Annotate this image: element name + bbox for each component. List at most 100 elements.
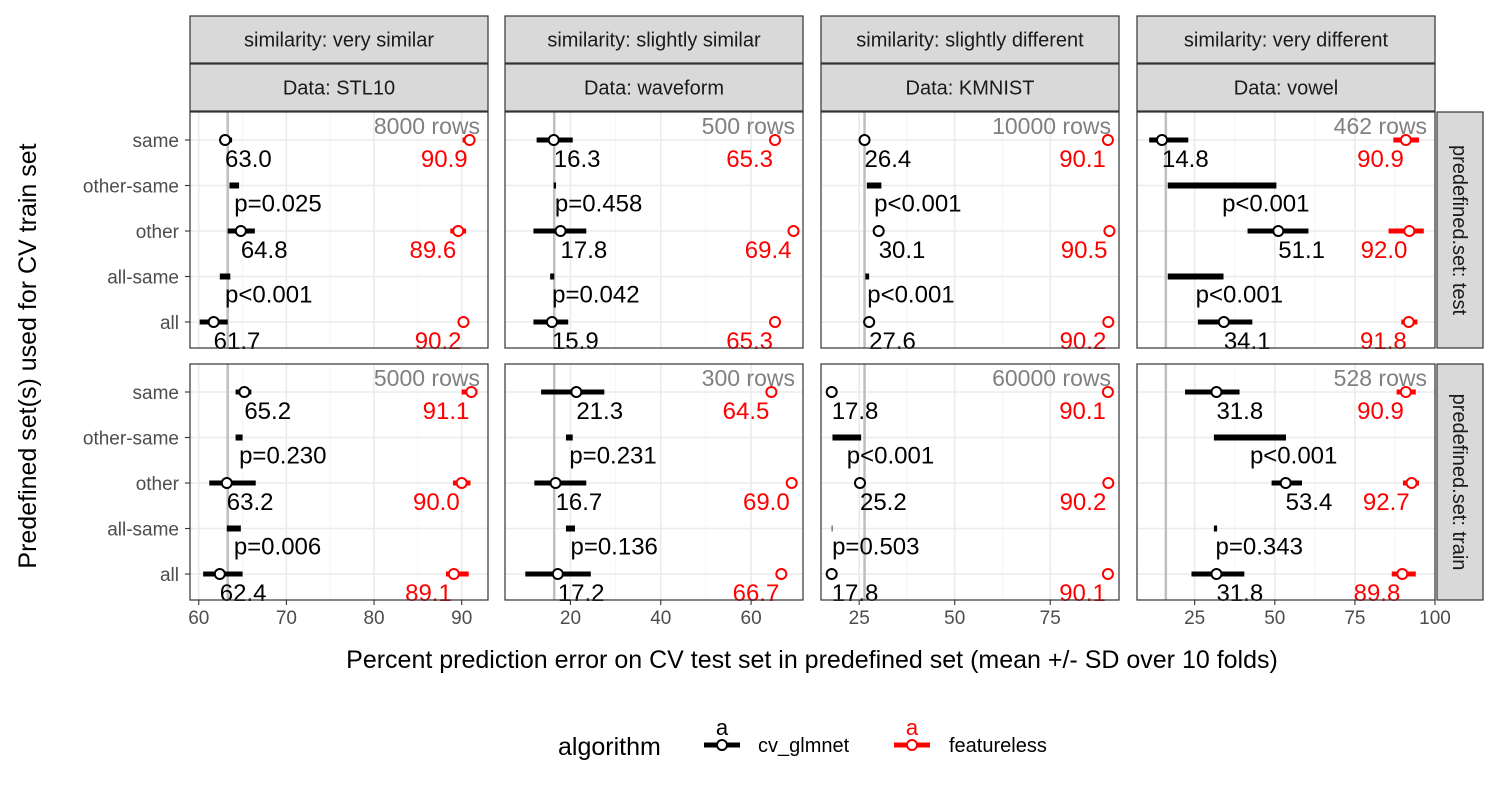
featureless-point-same <box>465 386 478 398</box>
row-strip-train: predefined.set: train <box>1436 363 1484 601</box>
featureless-value-label-same: 91.1 <box>423 398 470 425</box>
featureless-point-all <box>457 316 470 328</box>
glmnet-value-label-other: 30.1 <box>879 237 926 264</box>
panels-layer: similarity: very similar Data: STL10simil… <box>83 15 1484 629</box>
panel-train-kmnist: 60000 rows p<0.001 p=0.503 17.8 25.2 17.8 90.1… <box>820 363 1120 607</box>
panel-test-waveform: 500 rows p=0.458 p=0.042 16.3 17.8 15.9 65.3 69… <box>504 111 804 355</box>
glmnet-point-all <box>551 568 564 580</box>
featureless-value-label-all: 89.1 <box>405 580 452 607</box>
p-value-label-other-same: p=0.231 <box>569 443 656 470</box>
featureless-point-same <box>1399 134 1412 146</box>
featureless-point-other <box>1403 225 1416 237</box>
glmnet-point-all <box>1217 316 1230 328</box>
glmnet-value-label-same: 65.2 <box>244 398 291 425</box>
glmnet-value-label-all: 17.8 <box>832 580 879 607</box>
featureless-point-same <box>463 134 476 146</box>
featureless-value-label-all: 91.8 <box>1360 328 1407 355</box>
glmnet-point-same <box>570 386 583 398</box>
row-strip-test: predefined.set: test <box>1436 111 1484 349</box>
rows-count-label: 300 rows <box>702 365 795 391</box>
featureless-point-all <box>1396 568 1409 580</box>
glmnet-value-label-same: 17.8 <box>832 398 879 425</box>
data-strip-label: Data: KMNIST <box>906 78 1035 100</box>
glmnet-value-label-other: 51.1 <box>1278 237 1325 264</box>
glmnet-value-label-all: 27.6 <box>869 328 916 355</box>
glmnet-value-label-all: 61.7 <box>214 328 261 355</box>
glmnet-point-same <box>1155 134 1168 146</box>
featureless-point-same <box>765 386 778 398</box>
column-strip-stl10: similarity: very similar Data: STL10 <box>189 15 489 112</box>
panel-border <box>189 363 489 601</box>
legend-title: algorithm <box>558 733 661 761</box>
x-tick-label: 100 <box>1419 608 1451 629</box>
p-value-label-other-same: p=0.458 <box>555 191 642 218</box>
glmnet-point-other <box>872 225 885 237</box>
glmnet-point-same <box>1210 386 1223 398</box>
panel-train-stl10: 5000 rows p=0.230 p=0.006 65.2 63.2 62.4 91.1 9… <box>189 363 489 607</box>
legend: algorithm a cv_glmnet a featureless <box>558 715 1047 761</box>
glmnet-point-all <box>207 316 220 328</box>
featureless-value-label-other: 69.4 <box>745 237 792 264</box>
x-tick-label: 75 <box>1040 608 1061 629</box>
similarity-strip-label: similarity: very similar <box>244 30 434 52</box>
y-tick-label-same: same <box>133 131 179 152</box>
featureless-point-other <box>1103 225 1116 237</box>
p-value-label-all-same: p<0.001 <box>1196 282 1283 309</box>
legend-entry-featureless: a featureless <box>894 715 1047 757</box>
x-axis-title: Percent prediction error on CV test set … <box>346 646 1278 674</box>
panel-border <box>189 111 489 349</box>
featureless-point-same <box>1101 134 1114 146</box>
y-tick-label-all-same: all-same <box>107 520 179 541</box>
glmnet-point-other <box>234 225 247 237</box>
p-value-label-all-same: p=0.136 <box>570 534 657 561</box>
rows-count-label: 462 rows <box>1334 113 1427 139</box>
x-tick-label: 70 <box>276 608 297 629</box>
panel-train-waveform: 300 rows p=0.231 p=0.136 21.3 16.7 17.2 64.5 69… <box>504 363 804 607</box>
data-strip-bg <box>820 63 1120 112</box>
y-tick-label-other-same: other-same <box>83 177 179 198</box>
data-strip-bg <box>189 63 489 112</box>
glmnet-point-all <box>545 316 558 328</box>
data-strip-label: Data: STL10 <box>283 78 395 100</box>
glmnet-value-label-other: 63.2 <box>227 489 274 516</box>
row-strip-bg <box>1436 363 1484 601</box>
featureless-value-label-all: 90.1 <box>1059 580 1106 607</box>
glmnet-point-other <box>220 477 233 489</box>
x-tick-label: 60 <box>741 608 762 629</box>
y-tick-label-all: all <box>160 313 179 334</box>
featureless-point-same <box>1101 386 1114 398</box>
featureless-point-all <box>447 568 460 580</box>
p-value-label-other-same: p=0.230 <box>239 443 326 470</box>
featureless-value-label-same: 65.3 <box>726 146 773 173</box>
p-value-label-other-same: p=0.025 <box>234 191 321 218</box>
p-value-label-all-same: p=0.042 <box>552 282 639 309</box>
similarity-strip-bg <box>189 15 489 64</box>
featureless-value-label-all: 66.7 <box>733 580 780 607</box>
featureless-value-label-same: 90.1 <box>1059 398 1106 425</box>
glmnet-point-same <box>547 134 560 146</box>
featureless-point-other <box>1102 477 1115 489</box>
p-value-label-other-same: p<0.001 <box>1222 191 1309 218</box>
y-tick-label-all-same: all-same <box>107 268 179 289</box>
legend-label-featureless: featureless <box>949 735 1047 757</box>
p-value-label-other-same: p<0.001 <box>1250 443 1337 470</box>
y-axis-title: Predefined set(s) used for CV train set <box>14 143 42 568</box>
x-tick-label: 25 <box>1184 608 1205 629</box>
p-value-label-all-same: p=0.343 <box>1216 534 1303 561</box>
panel-background <box>821 364 1119 600</box>
panel-test-kmnist: 10000 rows p<0.001 p<0.001 26.4 30.1 27.6 90.1… <box>820 111 1120 355</box>
featureless-point-other <box>455 477 468 489</box>
glmnet-value-label-all: 62.4 <box>220 580 267 607</box>
glmnet-value-label-other: 17.8 <box>561 237 608 264</box>
y-tick-label-other-same: other-same <box>83 429 179 450</box>
panel-border <box>1136 363 1436 601</box>
featureless-point-other <box>1405 477 1418 489</box>
panel-test-vowel: 462 rows p<0.001 p<0.001 14.8 51.1 34.1 90.9 92… <box>1136 111 1436 355</box>
featureless-value-label-other: 92.7 <box>1363 489 1410 516</box>
glmnet-point-same <box>238 386 251 398</box>
glmnet-value-label-other: 64.8 <box>241 237 288 264</box>
featureless-point-all <box>1102 316 1115 328</box>
featureless-value-label-all: 65.3 <box>726 328 773 355</box>
glmnet-point-same <box>219 134 232 146</box>
featureless-value-label-other: 90.5 <box>1061 237 1108 264</box>
